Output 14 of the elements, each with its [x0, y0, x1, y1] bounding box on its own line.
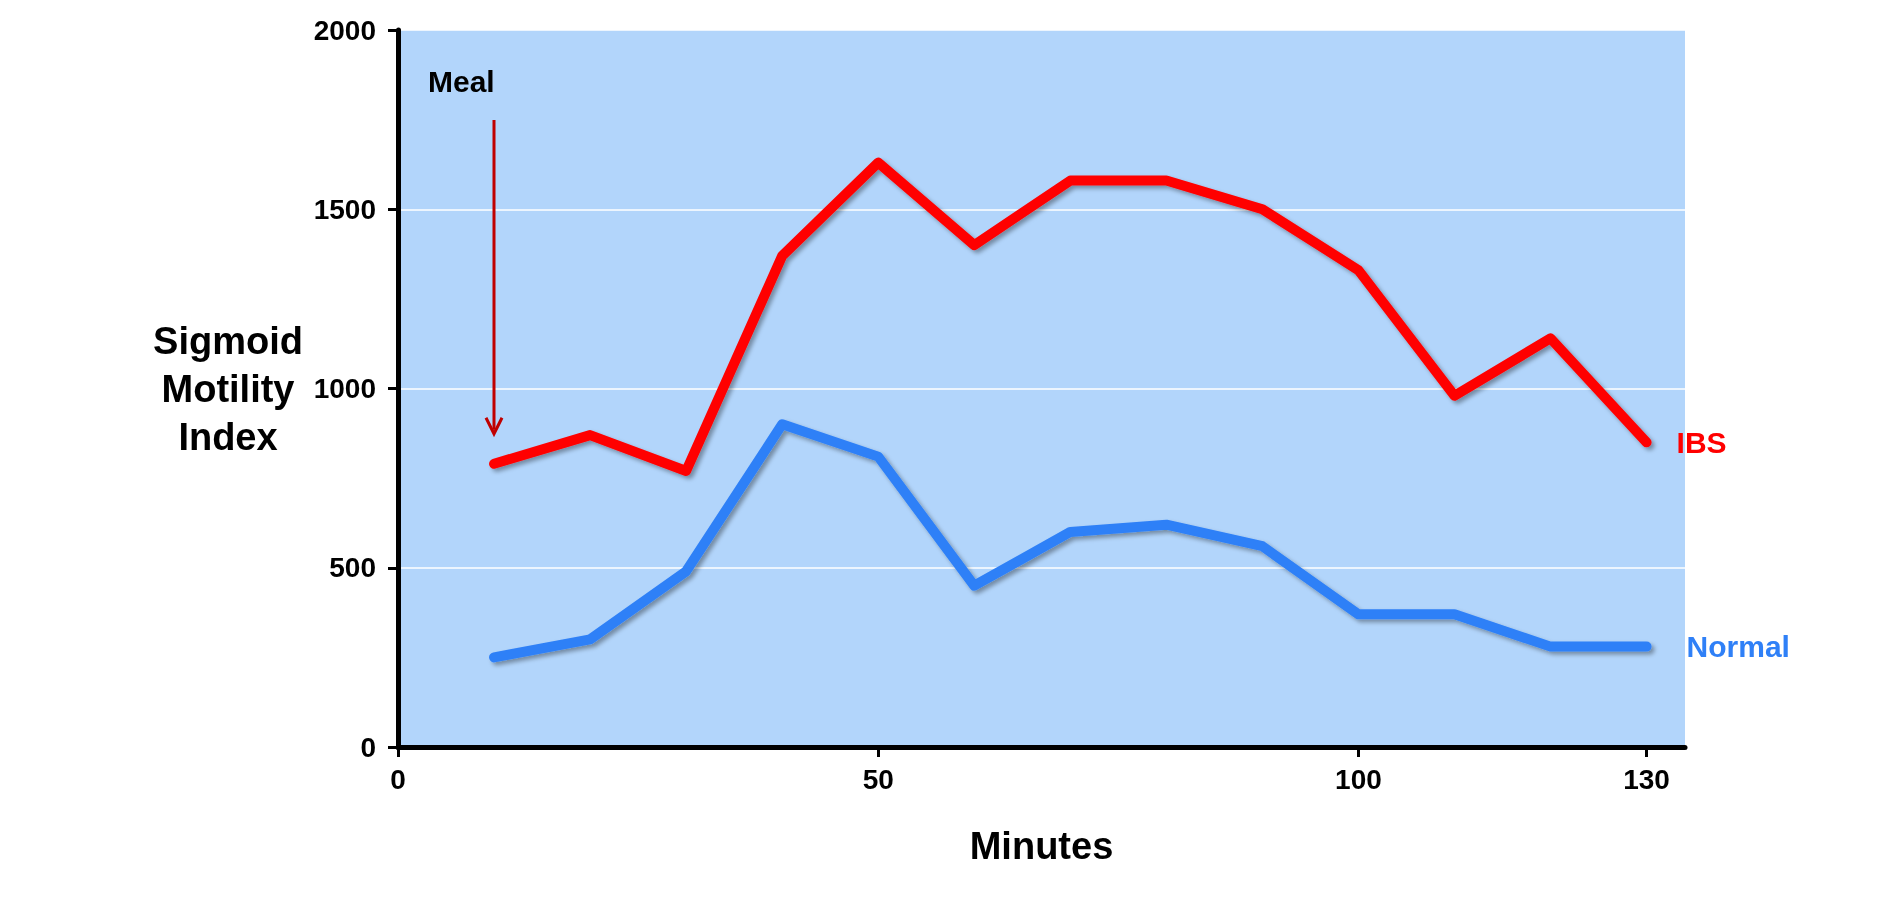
y-axis-title: Sigmoid Motility Index [153, 319, 303, 458]
series-label: Normal [1686, 630, 1790, 664]
y-tick-label: 1000 [313, 373, 376, 404]
x-tick-label: 0 [390, 763, 406, 795]
x-tick-label: 50 [862, 763, 894, 795]
x-tick-label: 130 [1623, 763, 1670, 795]
series-label: IBS [1676, 425, 1727, 459]
x-axis-title: Minutes [969, 825, 1114, 867]
annotation: Meal [428, 64, 495, 98]
x-tick-label: 100 [1335, 763, 1382, 795]
y-tick-label: 0 [360, 731, 376, 763]
y-tick-label: 500 [329, 552, 376, 584]
y-tick-label: 1500 [313, 193, 376, 225]
y-tick-label: 2000 [313, 14, 376, 46]
